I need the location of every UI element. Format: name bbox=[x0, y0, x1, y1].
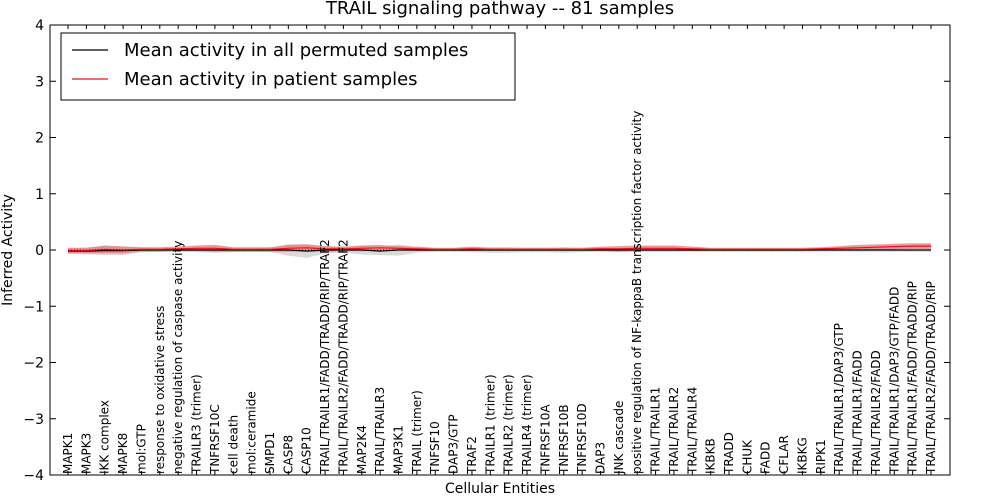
category-label: TRAIL/TRAILR3 bbox=[373, 387, 387, 475]
category-label: CFLAR bbox=[777, 435, 791, 474]
error-bands bbox=[68, 243, 931, 258]
category-label: TNFRSF10D bbox=[575, 403, 589, 475]
category-label: MAPK3 bbox=[79, 433, 93, 474]
y-tick-label: 1 bbox=[35, 187, 44, 203]
y-tick-label: −3 bbox=[23, 412, 44, 428]
category-label: CASP10 bbox=[300, 427, 314, 474]
chart-title: TRAIL signaling pathway -- 81 samples bbox=[325, 0, 674, 19]
category-label: TRAIL/TRAILR2/FADD/TRADD/RIP bbox=[924, 281, 938, 475]
category-label: MAP2K4 bbox=[355, 425, 369, 474]
category-label: TRAIL (trimer) bbox=[410, 390, 424, 475]
y-tick-label: 4 bbox=[35, 18, 44, 34]
category-label: TRADD bbox=[722, 432, 736, 475]
legend-label-patient: Mean activity in patient samples bbox=[124, 69, 418, 90]
category-label: TRAIL/TRAILR1/DAP3/GTP bbox=[832, 323, 846, 475]
category-label: TRAIL/TRAILR4 bbox=[685, 387, 699, 475]
category-label: TRAIL/TRAILR1/FADD bbox=[851, 350, 865, 475]
category-label: TNFRSF10B bbox=[557, 404, 571, 475]
category-label: IKK complex bbox=[98, 400, 112, 474]
category-label: FADD bbox=[759, 442, 773, 475]
plot-frame bbox=[49, 24, 951, 476]
category-label: JNK cascade bbox=[612, 401, 626, 475]
category-label: IKBKG bbox=[796, 437, 810, 474]
category-label: TRAIL/TRAILR1/FADD/TRADD/RIP bbox=[906, 281, 920, 475]
category-label: mol:ceramide bbox=[245, 391, 259, 474]
category-label: MAPK8 bbox=[116, 433, 130, 474]
y-axis-label: Inferred Activity bbox=[0, 194, 16, 306]
y-tick-label: −4 bbox=[23, 468, 44, 484]
category-label: DAP3/GTP bbox=[447, 414, 461, 474]
patient-band bbox=[68, 243, 931, 254]
category-label: response to oxidative stress bbox=[153, 306, 167, 474]
y-tick-label: 3 bbox=[35, 74, 44, 90]
category-labels: MAPK1 MAPK3 IKK complex MAPK8 mol:GTP respons… bbox=[61, 111, 938, 475]
category-label: TRAILR3 (trimer) bbox=[190, 374, 204, 475]
y-axis-ticks: −4 −3 −2 −1 0 1 2 3 4 bbox=[23, 18, 950, 484]
legend-box bbox=[60, 32, 516, 101]
category-label: MAPK1 bbox=[61, 433, 75, 474]
category-label: cell death bbox=[226, 415, 240, 474]
category-label: TNFSF10 bbox=[428, 421, 442, 475]
legend-label-permuted: Mean activity in all permuted samples bbox=[124, 40, 468, 61]
category-label: positive regulation of NF-kappaB transcr… bbox=[630, 111, 644, 474]
y-tick-label: 2 bbox=[35, 131, 44, 147]
category-label: RIPK1 bbox=[814, 439, 828, 474]
category-label: DAP3 bbox=[594, 442, 608, 474]
category-label: TNFRSF10C bbox=[208, 404, 222, 475]
y-tick-label: −1 bbox=[23, 299, 44, 315]
category-label: mol:GTP bbox=[134, 424, 148, 474]
y-tick-label: −2 bbox=[23, 356, 44, 372]
category-label: TRAIL/TRAILR2 bbox=[667, 387, 681, 475]
category-label: TRAIL/TRAILR1/DAP3/GTP/FADD bbox=[887, 287, 901, 475]
category-label: TRAIL/TRAILR1/FADD/TRADD/RIP/TRAF2 bbox=[318, 239, 332, 475]
y-tick-label: 0 bbox=[35, 243, 44, 259]
category-label: TRAILR4 (trimer) bbox=[520, 374, 534, 475]
category-label: TRAIL/TRAILR2/FADD bbox=[869, 350, 883, 475]
category-label: MAP3K1 bbox=[392, 425, 406, 474]
legend: Mean activity in all permuted samples Me… bbox=[60, 32, 516, 101]
category-label: TRAF2 bbox=[465, 436, 479, 475]
category-label: negative regulation of caspase activity bbox=[171, 241, 185, 474]
x-axis-label: Cellular Entities bbox=[445, 481, 555, 497]
category-label: TNFRSF10A bbox=[538, 404, 552, 475]
category-label: IKBKB bbox=[704, 438, 718, 474]
x-axis-ticks bbox=[67, 25, 932, 475]
category-label: CASP8 bbox=[281, 435, 295, 474]
series-lines bbox=[68, 245, 931, 252]
category-label: SMPD1 bbox=[263, 432, 277, 474]
category-label: TRAILR2 (trimer) bbox=[502, 374, 516, 475]
series-line-patient bbox=[68, 245, 931, 252]
category-label: TRAILR1 (trimer) bbox=[483, 374, 497, 475]
category-label: TRAIL/TRAILR2/FADD/TRADD/RIP/TRAF2 bbox=[336, 239, 350, 475]
category-label: CHUK bbox=[740, 439, 754, 474]
category-label: TRAIL/TRAILR1 bbox=[649, 387, 663, 475]
